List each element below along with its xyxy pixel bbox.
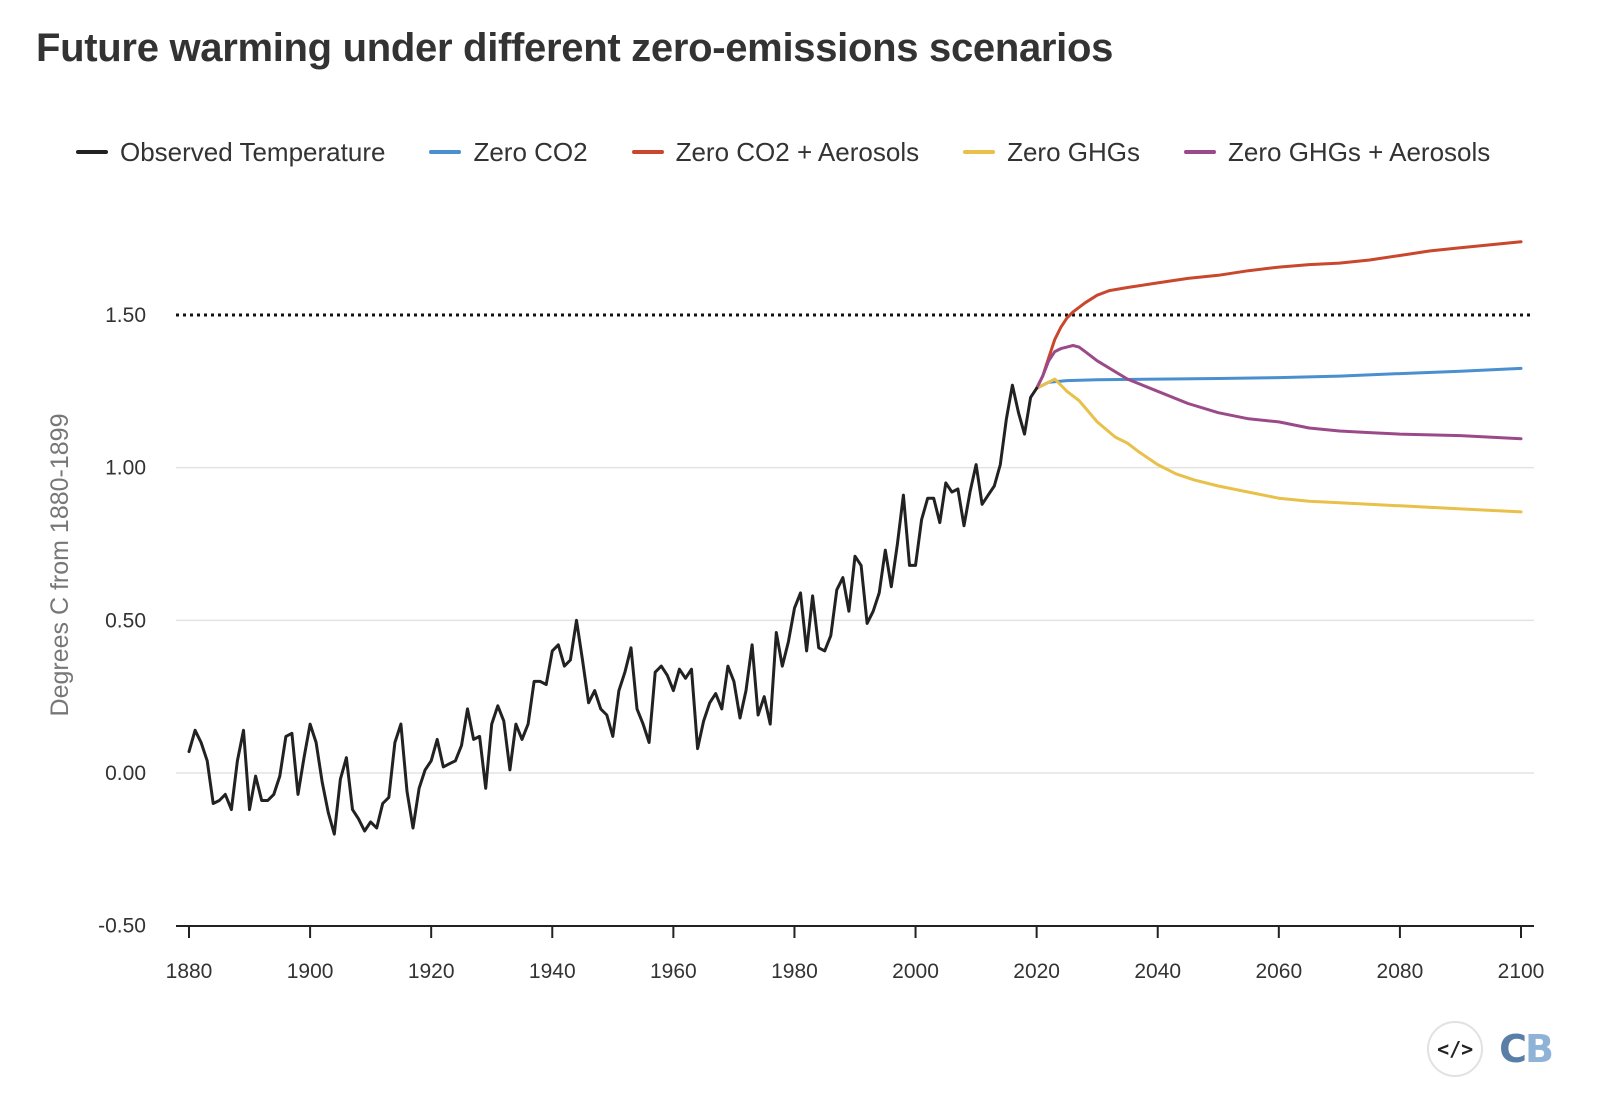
- legend-swatch: [429, 150, 462, 154]
- y-tick-label: -0.50: [98, 915, 146, 938]
- legend-label: Observed Temperature: [120, 136, 386, 167]
- logo-letter-c: C: [1499, 1027, 1527, 1071]
- chart-title: Future warming under different zero-emis…: [36, 26, 1114, 70]
- y-tick-label: 0.00: [105, 762, 146, 785]
- embed-code-button[interactable]: </>: [1427, 1021, 1484, 1077]
- x-tick-label: 1920: [408, 960, 455, 983]
- x-tick-label: 1900: [287, 960, 334, 983]
- x-tick-label: 1980: [771, 960, 818, 983]
- legend-item: Zero CO2 + Aerosols: [631, 136, 920, 168]
- x-tick-label: 1960: [650, 960, 697, 983]
- y-tick-label: 1.50: [105, 304, 146, 327]
- series-line-zero-ghgs: [1035, 377, 1523, 514]
- legend-label: Zero GHGs + Aerosols: [1228, 136, 1491, 167]
- legend-label: Zero CO2 + Aerosols: [675, 136, 920, 167]
- x-tick-label: 2020: [1013, 960, 1060, 983]
- legend-item: Observed Temperature: [76, 137, 385, 168]
- series-line-zero-co2: [1035, 366, 1523, 390]
- carbon-brief-logo: </> CB: [1427, 1021, 1554, 1077]
- series-line-zero-ghgs-aerosols: [1035, 344, 1523, 441]
- legend-swatch: [76, 150, 108, 154]
- x-tick-label: 2100: [1498, 960, 1545, 983]
- legend-item: Zero GHGs + Aerosols: [1184, 137, 1490, 168]
- x-tick-label: 2080: [1377, 960, 1424, 983]
- legend-label: Zero GHGs: [1007, 136, 1141, 167]
- legend-item: Zero CO2: [429, 136, 588, 168]
- x-tick-label: 2000: [892, 960, 939, 983]
- y-tick-label: 1.00: [105, 457, 146, 480]
- logo-letter-b: B: [1525, 1027, 1554, 1071]
- chart-legend: Observed Temperature Zero CO2 Zero CO2 + A…: [76, 132, 1534, 172]
- y-axis-label: Degrees C from 1880-1899: [46, 414, 74, 717]
- legend-swatch: [631, 150, 664, 154]
- legend-swatch: [963, 150, 996, 154]
- series-line-zero-co2-aerosols: [1035, 240, 1523, 390]
- x-tick-label: 1940: [529, 960, 576, 983]
- x-tick-label: 1880: [166, 960, 213, 983]
- legend-swatch: [1184, 150, 1217, 154]
- x-tick-label: 2060: [1255, 960, 1302, 983]
- legend-label: Zero CO2: [473, 136, 588, 167]
- legend-item: Zero GHGs: [963, 137, 1140, 168]
- series-line-observed-temperature: [187, 383, 1039, 836]
- x-tick-label: 2040: [1134, 960, 1181, 983]
- y-tick-label: 0.50: [105, 609, 146, 632]
- cb-logo-mark: CB: [1499, 1027, 1554, 1071]
